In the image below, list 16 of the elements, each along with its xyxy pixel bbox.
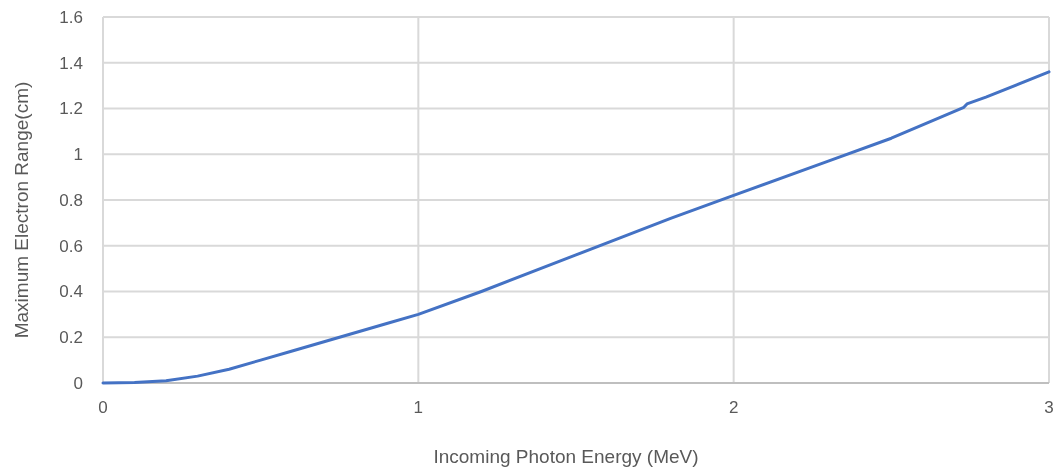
line-series xyxy=(101,70,1051,385)
x-axis-title: Incoming Photon Energy (MeV) xyxy=(433,446,699,467)
y-tick-label: 1.2 xyxy=(59,99,83,119)
y-tick-label: 0.8 xyxy=(59,190,83,210)
y-tick-label: 1.6 xyxy=(59,7,83,27)
x-tick-label: 1 xyxy=(413,398,424,417)
y-tick-label: 1 xyxy=(73,145,83,165)
x-tick-label: 0 xyxy=(98,398,108,417)
y-axis-title: Maximum Electron Range(cm) xyxy=(11,81,32,339)
x-tick-label: 2 xyxy=(728,398,739,417)
x-tick-label: 3 xyxy=(1044,398,1054,417)
y-tick-label: 0.4 xyxy=(59,282,83,302)
y-tick-label: 0.6 xyxy=(59,236,83,256)
y-tick-label: 0.2 xyxy=(59,328,83,348)
y-tick-label: 0 xyxy=(73,373,83,393)
y-tick-label: 1.4 xyxy=(59,53,83,73)
